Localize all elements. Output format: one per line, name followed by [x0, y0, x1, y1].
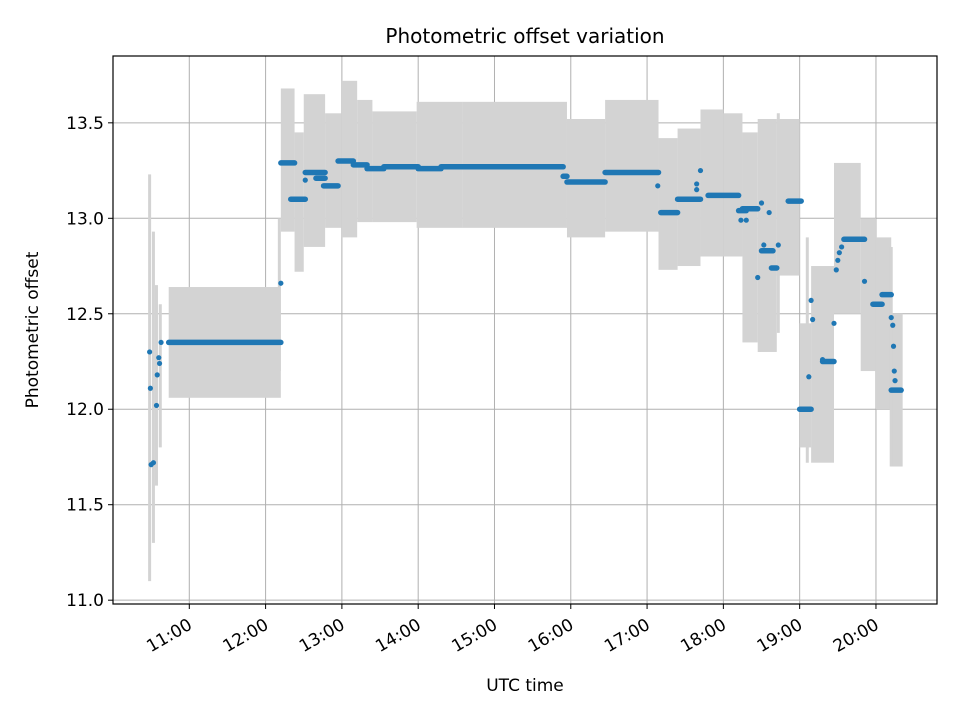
- data-point: [694, 181, 700, 187]
- error-bar-band: [280, 88, 295, 232]
- x-tick-label: 15:00: [449, 615, 501, 657]
- data-point: [833, 267, 839, 273]
- error-bar-band: [723, 113, 743, 257]
- data-point: [861, 278, 868, 284]
- error-bar-band: [860, 218, 876, 372]
- y-tick-label: 13.0: [66, 209, 104, 229]
- data-point: [743, 217, 749, 223]
- y-tick-label: 11.5: [66, 496, 104, 516]
- data-point: [697, 167, 704, 174]
- error-bar-band: [325, 113, 342, 228]
- data-point: [154, 372, 160, 378]
- data-point: [890, 322, 896, 328]
- y-tick-label: 12.5: [66, 305, 104, 325]
- chart-title: Photometric offset variation: [385, 24, 664, 48]
- data-point: [761, 242, 767, 248]
- data-point: [758, 200, 765, 206]
- error-bars: [148, 80, 903, 582]
- data-point: [810, 316, 816, 323]
- y-tick-label: 13.5: [66, 114, 104, 134]
- data-point: [147, 349, 153, 355]
- x-tick-label: 17:00: [601, 615, 653, 657]
- data-point: [892, 377, 898, 384]
- x-tick-label: 13:00: [296, 615, 348, 657]
- y-tick-label: 11.0: [66, 591, 104, 611]
- data-point: [808, 297, 814, 304]
- data-point: [655, 183, 661, 189]
- x-tick-label: 16:00: [525, 615, 577, 657]
- error-bar-band: [742, 132, 758, 343]
- error-bar-band: [757, 119, 777, 352]
- data-point: [835, 257, 841, 263]
- x-tick-label: 19:00: [754, 615, 806, 657]
- data-point: [839, 244, 845, 250]
- data-point: [153, 402, 160, 409]
- data-points: [147, 158, 904, 468]
- x-tick-label: 20:00: [830, 615, 882, 657]
- data-point: [806, 374, 812, 380]
- data-point: [150, 460, 157, 466]
- data-point: [831, 320, 837, 326]
- error-bar-band: [776, 119, 800, 276]
- error-bar-band: [658, 138, 678, 270]
- x-tick-label: 12:00: [220, 615, 272, 657]
- data-point: [158, 339, 164, 346]
- data-point: [775, 242, 781, 248]
- data-point: [156, 355, 162, 361]
- data-point: [890, 343, 897, 349]
- data-point: [891, 368, 897, 374]
- x-tick-label: 11:00: [143, 615, 195, 657]
- data-point: [156, 360, 163, 367]
- error-bar-band: [357, 99, 373, 223]
- data-point: [755, 274, 761, 281]
- data-point: [302, 177, 308, 183]
- error-bar-band: [605, 99, 659, 232]
- x-tick-label: 18:00: [677, 615, 729, 657]
- data-point: [888, 314, 894, 321]
- x-axis-label: UTC time: [486, 676, 564, 696]
- data-point: [836, 250, 842, 256]
- error-bar-band: [566, 119, 606, 238]
- error-bar-band: [811, 266, 834, 463]
- data-point: [738, 217, 744, 223]
- data-point: [694, 187, 700, 193]
- data-point: [819, 356, 826, 363]
- plot-frame: [112, 55, 938, 605]
- data-point: [766, 209, 772, 216]
- y-tick-label: 12.0: [66, 400, 104, 420]
- error-bar-band: [799, 323, 812, 448]
- error-bar-band: [875, 237, 892, 410]
- error-bar-band: [700, 109, 724, 257]
- data-point: [278, 280, 284, 286]
- y-axis-label: Photometric offset: [23, 251, 43, 408]
- data-point: [147, 385, 153, 391]
- error-bar-band: [294, 132, 304, 272]
- x-tick-label: 14:00: [372, 615, 424, 657]
